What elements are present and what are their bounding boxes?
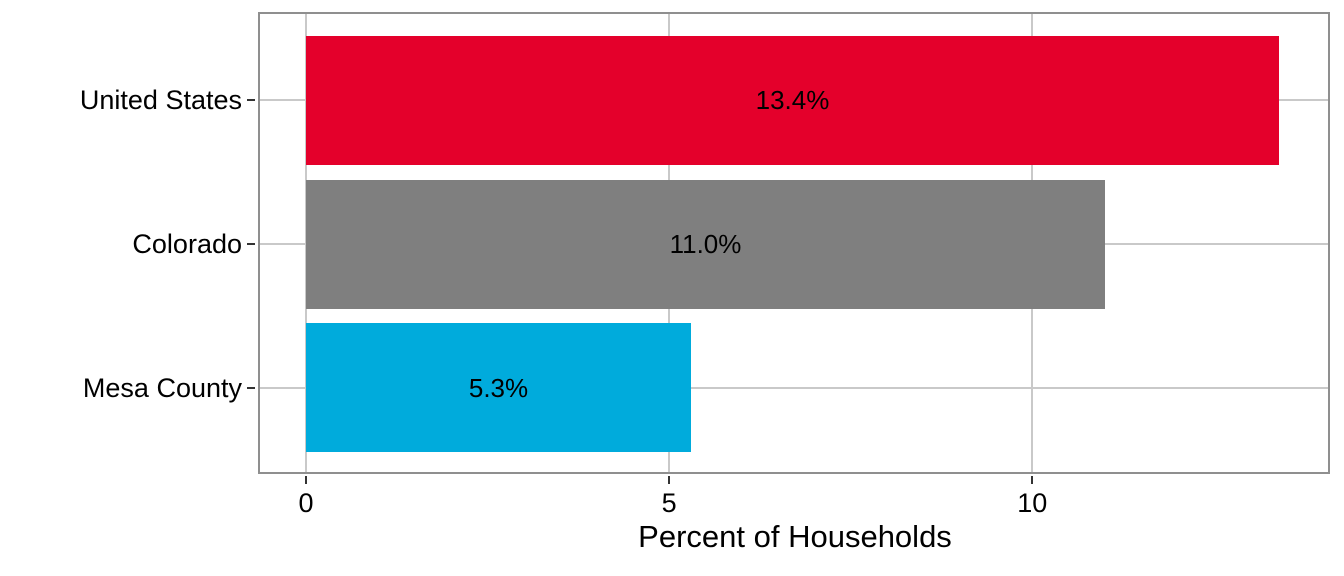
x-axis-title: Percent of Households: [638, 519, 952, 554]
x-tick-label-5: 5: [661, 488, 677, 518]
x-tick-label-10: 10: [1017, 488, 1048, 518]
y-tick-mark-united-states: [247, 99, 255, 102]
gridline-y-mesa-county: [260, 386, 1330, 389]
category-label-united-states: United States: [79, 85, 242, 115]
category-label-mesa-county: Mesa County: [82, 373, 242, 403]
x-tick-mark-0: [305, 476, 307, 484]
bar-colorado: [306, 180, 1105, 309]
x-tick-mark-5: [668, 476, 671, 484]
bar-mesa-county: [306, 323, 691, 452]
bar-united-states: [306, 36, 1279, 165]
x-tick-mark-10: [1031, 476, 1034, 484]
x-tick-label-0: 0: [298, 488, 314, 518]
y-tick-mark-mesa-county: [247, 386, 255, 389]
bar-value-label-mesa-county: 5.3%: [468, 373, 529, 403]
category-label-colorado: Colorado: [132, 229, 242, 259]
y-tick-mark-colorado: [247, 243, 255, 245]
bar-value-label-united-states: 13.4%: [755, 85, 830, 115]
bar-value-label-colorado: 11.0%: [669, 229, 742, 259]
